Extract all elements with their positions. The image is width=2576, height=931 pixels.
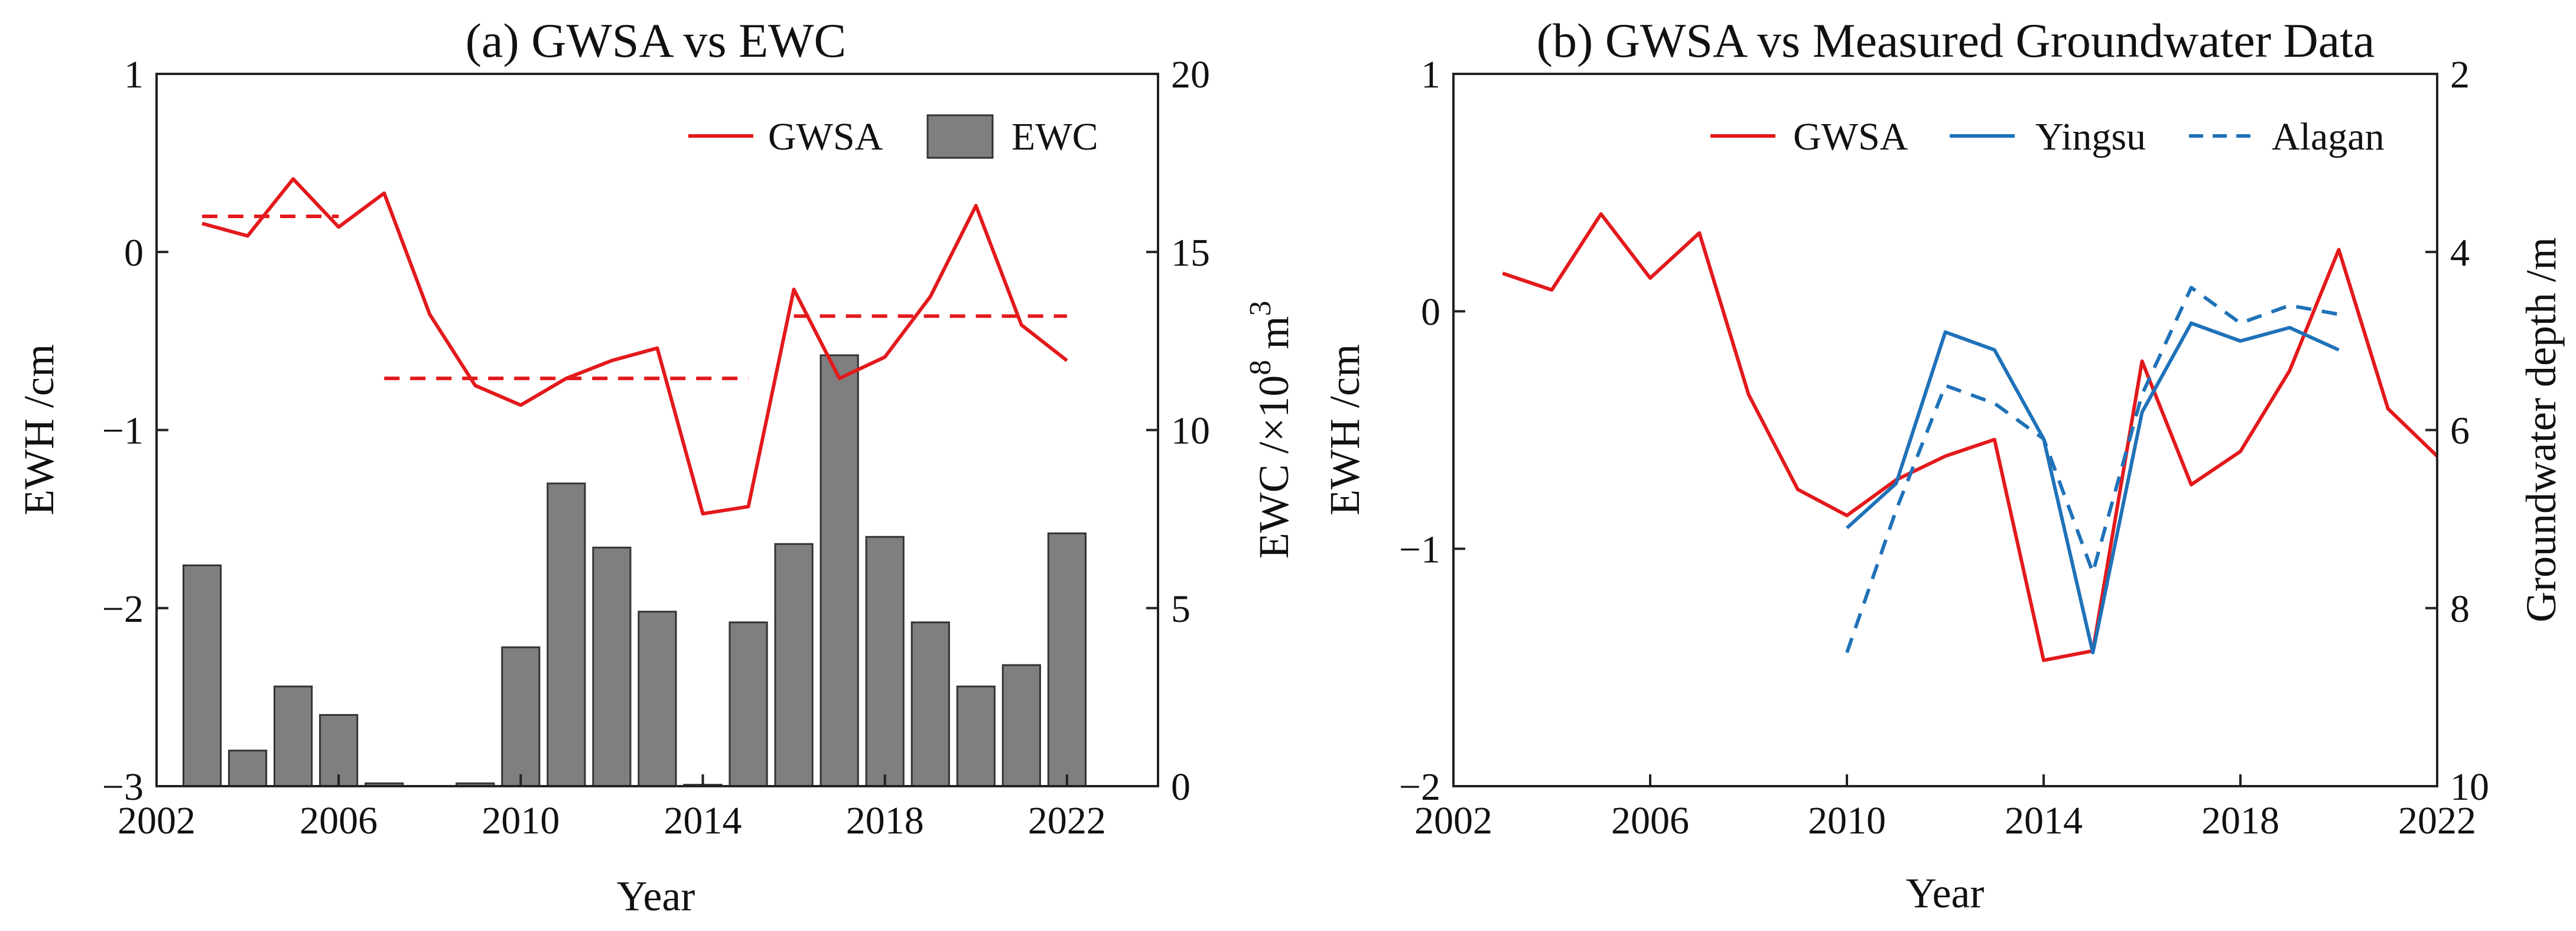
xtick-label-2018: 2018 [846,799,924,842]
xtick-label-2014: 2014 [2005,799,2083,842]
ytick-left-label: 1 [1421,53,1440,96]
alagan-line [1845,286,2340,654]
panel-a-lines [201,177,1068,516]
ytick-right-label: 10 [2450,765,2489,809]
panel-b-ylabel-left: EWH /cm [1321,344,1368,515]
ewc-bar-2006 [319,714,359,787]
xtick-label-2014: 2014 [664,799,742,842]
ytick-right-label: 20 [1171,53,1210,96]
xtick-label-2010: 2010 [1808,799,1886,842]
xtick-label-2022: 2022 [2398,799,2476,842]
ytick-right-label: 0 [1171,765,1191,809]
ytick-left-label: −2 [1399,765,1440,809]
ytick-left-label: 1 [124,53,144,96]
panel-a-ylabel-left: EWH /cm [15,344,63,515]
panel-a: (a) GWSA vs EWC 2002 2006 2010 2014 2018 2022… [15,14,1297,920]
ytick-left-label: −1 [102,410,144,453]
ewc-bar-2013 [638,611,677,787]
ytick-left-label: 0 [124,231,144,274]
ewc-bar-2005 [274,685,313,787]
ytick-right-label: 5 [1171,588,1191,631]
xtick-label-2002: 2002 [118,799,196,842]
ewc-bar-2010 [501,646,541,787]
legend-ewc-label: EWC [1011,115,1098,158]
xtick-label-2002: 2002 [1414,799,1492,842]
legend-gwsa-b-label: GWSA [1793,115,1908,158]
ytick-right-label: 15 [1171,231,1210,274]
panel-b-title: (b) GWSA vs Measured Groundwater Data [1537,14,2375,67]
ewc-bar-2012 [592,546,632,787]
panel-b-xlabel: Year [1906,870,1985,917]
xtick-label-2010: 2010 [482,799,560,842]
ytick-right-label: 4 [2450,231,2470,274]
ewc-bar-2018 [865,536,905,787]
ytick-right-label: 8 [2450,588,2470,631]
panel-a-title: (a) GWSA vs EWC [466,14,847,67]
ytick-right-label: 10 [1171,410,1210,453]
gwsa-line [1502,212,2439,663]
ewc-bar-2019 [910,621,950,787]
ewc-bar-2021 [1001,664,1041,787]
panel-b: (b) GWSA vs Measured Groundwater Data 20… [1321,14,2565,917]
xtick-label-2006: 2006 [1611,799,1689,842]
ewc-bar-2022 [1047,532,1087,787]
panel-b-frame [1452,73,2438,787]
xtick-label-2018: 2018 [2201,799,2279,842]
xtick-label-2022: 2022 [1028,799,1106,842]
legend-alagan-label: Alagan [2272,115,2385,158]
panel-b-ylabel-right: Groundwater depth /m [2518,237,2565,622]
panel-b-lines [1502,212,2439,663]
panel-a-bars [182,354,1087,787]
ytick-right-label: 6 [2450,410,2470,453]
ytick-left-label: −3 [102,765,144,809]
ewc-bar-2016 [774,543,814,787]
ytick-left-label: −1 [1399,528,1440,571]
ewc-bar-2015 [728,621,768,787]
legend-ewc-swatch [926,114,994,159]
panel-b-legend: GWSA Yingsu Alagan [1710,115,2385,158]
ewc-bar-2003 [182,564,222,787]
legend-yingsu-label: Yingsu [2035,115,2146,158]
ytick-right-label: 2 [2450,53,2470,96]
ewc-bar-2020 [956,685,996,787]
yingsu-line [1845,321,2340,655]
ewc-bar-2004 [228,750,268,787]
ewc-bar-2011 [547,482,586,787]
ewc-bar-2017 [819,354,859,787]
ytick-left-label: 0 [1421,291,1440,334]
panel-a-xlabel: Year [617,872,695,920]
xtick-label-2006: 2006 [300,799,378,842]
panel-a-ylabel-right: EWC /×108 m3 [1244,301,1297,559]
legend-gwsa-label: GWSA [768,115,883,158]
panel-a-legend: GWSA EWC [688,114,1098,159]
ytick-left-label: −2 [102,588,144,631]
gwsa-line [201,177,1068,516]
